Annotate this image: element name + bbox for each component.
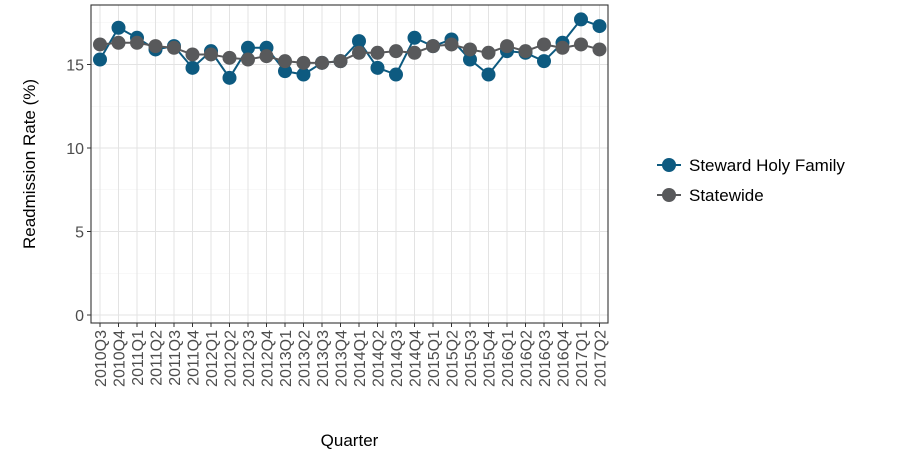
data-point <box>185 47 200 62</box>
y-tick-label: 5 <box>75 225 84 242</box>
data-point <box>481 45 496 60</box>
data-point <box>278 64 292 79</box>
data-point <box>185 60 200 75</box>
legend-key-marker <box>662 158 676 172</box>
data-point <box>555 40 570 55</box>
x-tick-label: 2015Q4 <box>482 330 499 387</box>
data-point <box>370 45 385 60</box>
data-point <box>296 67 311 82</box>
data-point <box>333 54 348 69</box>
data-point <box>574 12 588 27</box>
data-point <box>111 20 126 35</box>
data-point <box>389 67 403 82</box>
x-tick-label: 2011Q1 <box>130 330 147 386</box>
x-tick-label: 2010Q4 <box>112 330 129 387</box>
y-tick-label: 10 <box>66 141 84 158</box>
x-tick-label: 2014Q4 <box>408 330 425 387</box>
data-point <box>278 54 292 69</box>
x-tick-label: 2011Q2 <box>149 330 166 386</box>
legend-label: Steward Holy Family <box>689 156 845 175</box>
data-point <box>148 39 163 54</box>
legend-label: Statewide <box>689 186 764 205</box>
data-point <box>481 67 496 82</box>
x-tick-label: 2017Q2 <box>593 330 610 387</box>
plot-panel-border <box>90 4 609 324</box>
x-tick-label: 2013Q2 <box>297 330 314 387</box>
data-point <box>407 45 422 60</box>
data-point <box>463 52 477 67</box>
legend-item: Steward Holy Family <box>657 156 845 175</box>
data-point <box>167 40 181 55</box>
data-point <box>444 37 459 52</box>
data-point <box>537 54 551 69</box>
data-point <box>518 44 533 59</box>
data-point <box>222 70 237 85</box>
data-point <box>352 34 366 49</box>
x-tick-label: 2013Q3 <box>315 330 332 387</box>
data-point <box>241 40 255 55</box>
x-tick-label: 2017Q1 <box>574 330 591 387</box>
x-tick-label: 2015Q2 <box>445 330 462 387</box>
series-1 <box>93 35 607 70</box>
x-tick-label: 2010Q3 <box>93 330 110 387</box>
data-point <box>241 52 255 67</box>
data-point <box>463 42 477 57</box>
data-point <box>389 44 403 59</box>
x-tick-label: 2013Q4 <box>334 330 351 387</box>
data-point <box>315 55 329 70</box>
x-tick-label: 2012Q1 <box>204 330 221 387</box>
data-point <box>500 39 514 54</box>
x-axis-title: Quarter <box>321 431 379 450</box>
data-point <box>222 50 237 65</box>
y-tick-label: 0 <box>75 308 84 325</box>
legend-item: Statewide <box>657 186 764 205</box>
axes: 0 5 10 15 2010Q3 2010Q4 2011Q1 2011Q2 2011Q3 2011… <box>66 58 609 387</box>
series <box>93 12 607 85</box>
data-point <box>537 37 551 52</box>
legend: Steward Holy Family Statewide <box>657 156 845 205</box>
x-tick-label: 2016Q3 <box>537 330 554 387</box>
data-point <box>426 39 440 54</box>
data-point <box>574 37 588 52</box>
x-tick-label: 2016Q4 <box>556 330 573 387</box>
legend-key-marker <box>662 188 676 202</box>
x-tick-label: 2011Q4 <box>186 330 203 386</box>
x-tick-label: 2012Q2 <box>223 330 240 387</box>
series-line <box>99 41 600 64</box>
x-tick-label: 2016Q2 <box>519 330 536 387</box>
data-point <box>93 52 107 67</box>
x-tick-label: 2014Q2 <box>371 330 388 387</box>
data-point <box>130 35 144 50</box>
x-tick-label: 2011Q3 <box>167 330 184 386</box>
y-tick-label: 15 <box>66 58 84 75</box>
series-line <box>99 18 600 80</box>
data-point <box>204 47 218 62</box>
x-tick-label: 2014Q3 <box>389 330 406 387</box>
data-point <box>592 42 607 57</box>
x-tick-label: 2015Q3 <box>463 330 480 387</box>
grid <box>91 5 608 323</box>
data-point <box>93 37 107 52</box>
y-axis-title: Readmission Rate (%) <box>20 79 39 249</box>
data-point <box>407 30 422 45</box>
data-point <box>352 45 366 60</box>
x-tick-label: 2012Q3 <box>241 330 258 387</box>
x-tick-label: 2012Q4 <box>260 330 277 387</box>
data-point <box>111 35 126 50</box>
x-tick-label: 2015Q1 <box>426 330 443 387</box>
x-tick-label: 2014Q1 <box>352 330 369 387</box>
data-point <box>259 49 274 64</box>
x-tick-label: 2016Q1 <box>500 330 517 387</box>
data-point <box>370 60 385 75</box>
data-point <box>296 55 311 70</box>
data-point <box>592 19 607 34</box>
x-tick-label: 2013Q1 <box>278 330 295 387</box>
